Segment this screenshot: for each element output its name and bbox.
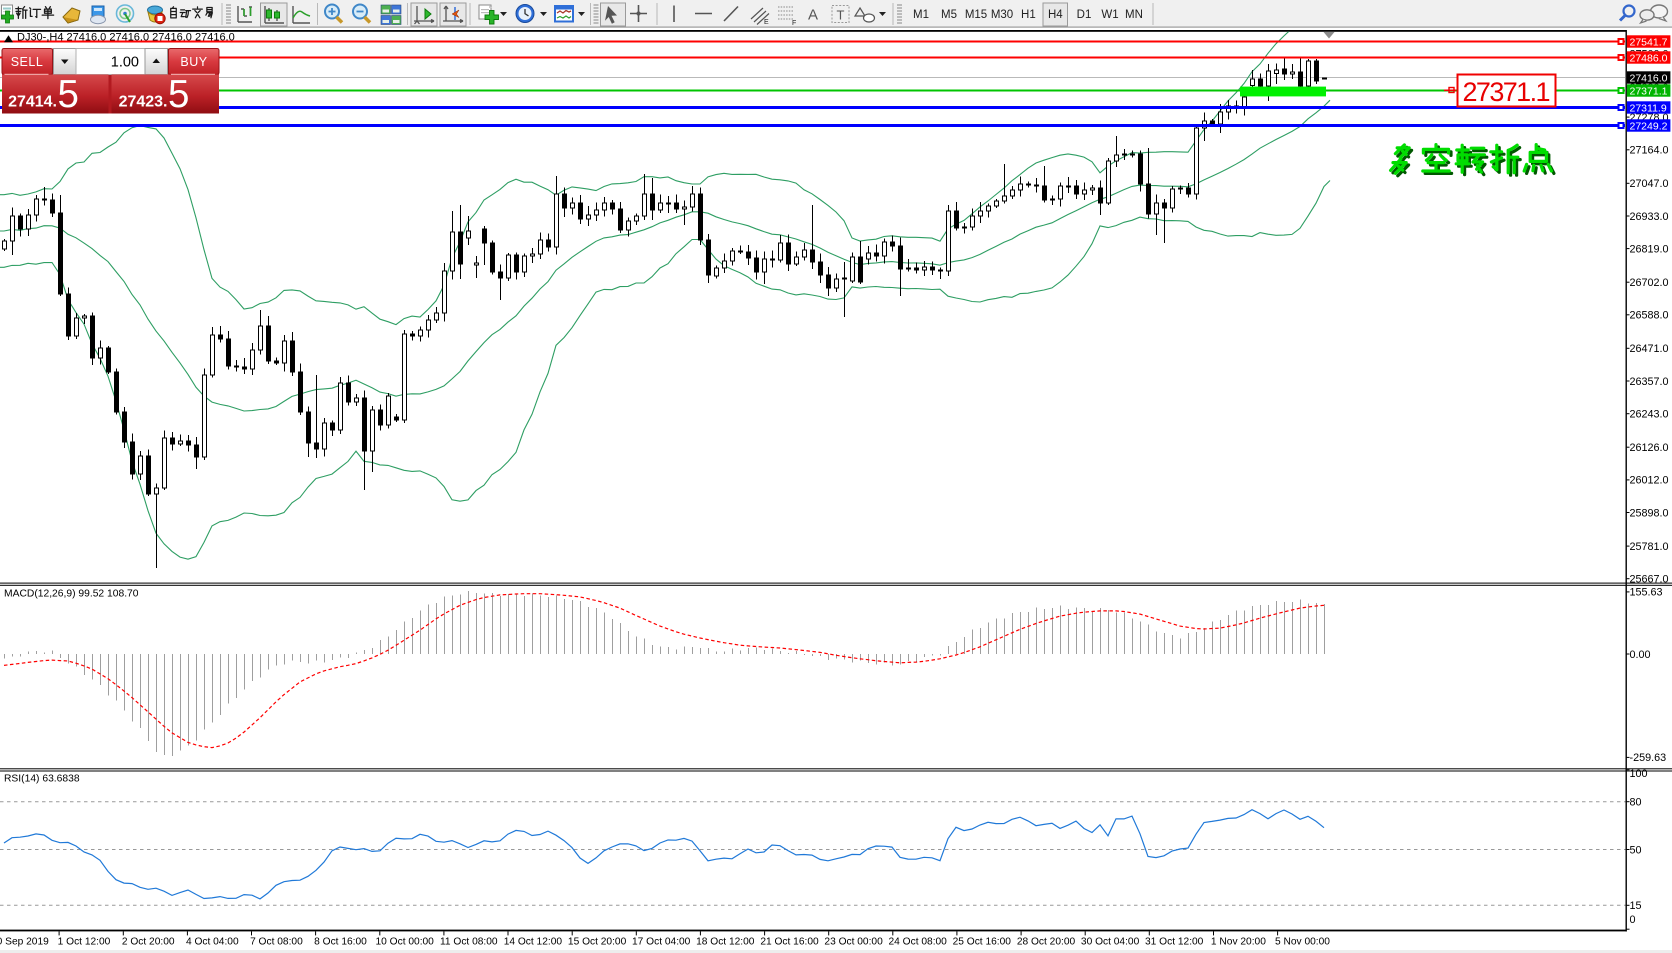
svg-text:W1: W1 [1101, 9, 1118, 21]
svg-text:M15: M15 [965, 9, 987, 21]
svg-text:26588.0: 26588.0 [1630, 310, 1669, 322]
svg-text:15: 15 [1630, 900, 1642, 912]
svg-text:5 Nov 00:00: 5 Nov 00:00 [1275, 937, 1330, 948]
svg-text:23 Oct 00:00: 23 Oct 00:00 [824, 937, 883, 948]
svg-text:H1: H1 [1021, 9, 1036, 21]
svg-text:26012.0: 26012.0 [1630, 475, 1669, 487]
svg-text:1 Oct 12:00: 1 Oct 12:00 [58, 937, 111, 948]
svg-text:4 Oct 04:00: 4 Oct 04:00 [186, 937, 239, 948]
svg-text:31 Oct 12:00: 31 Oct 12:00 [1145, 937, 1204, 948]
svg-text:25 Oct 16:00: 25 Oct 16:00 [953, 937, 1012, 948]
svg-text:155.63: 155.63 [1630, 587, 1663, 599]
svg-text:27311.9: 27311.9 [1630, 102, 1667, 114]
svg-text:30 Sep 2019: 30 Sep 2019 [0, 937, 49, 948]
svg-text:0: 0 [1630, 914, 1636, 926]
svg-text:30 Oct 04:00: 30 Oct 04:00 [1081, 937, 1140, 948]
svg-text:A: A [808, 7, 818, 24]
svg-text:10 Oct 00:00: 10 Oct 00:00 [376, 937, 435, 948]
svg-text:14 Oct 12:00: 14 Oct 12:00 [504, 937, 563, 948]
svg-text:26357.0: 26357.0 [1630, 376, 1669, 388]
svg-text:DJ30-,H4 27416.0 27416.0 2741: DJ30-,H4 27416.0 27416.0 27416.0 27416.0 [17, 32, 235, 44]
svg-text:27541.7: 27541.7 [1630, 36, 1668, 48]
svg-text:24 Oct 08:00: 24 Oct 08:00 [889, 937, 948, 948]
svg-text:0.00: 0.00 [1630, 649, 1651, 661]
svg-text:MN: MN [1125, 9, 1143, 21]
svg-text:17 Oct 04:00: 17 Oct 04:00 [632, 937, 691, 948]
svg-text:27371.1: 27371.1 [1630, 85, 1668, 97]
svg-text:T: T [837, 8, 845, 23]
svg-text:27414.: 27414. [8, 94, 57, 111]
svg-text:27416.0: 27416.0 [1630, 72, 1668, 84]
svg-text:25667.0: 25667.0 [1630, 574, 1669, 586]
svg-text:18 Oct 12:00: 18 Oct 12:00 [696, 937, 755, 948]
svg-text:26243.0: 26243.0 [1630, 409, 1669, 421]
svg-text:50: 50 [1630, 844, 1642, 856]
svg-text:27047.0: 27047.0 [1630, 178, 1669, 190]
svg-text:H4: H4 [1048, 9, 1063, 21]
svg-text:26471.0: 26471.0 [1630, 343, 1669, 355]
svg-text:25898.0: 25898.0 [1630, 507, 1669, 519]
svg-text:1.00: 1.00 [111, 55, 139, 71]
svg-text:27423.: 27423. [119, 94, 168, 111]
svg-text:100: 100 [1630, 768, 1648, 780]
svg-text:26819.0: 26819.0 [1630, 243, 1669, 255]
svg-text:26126.0: 26126.0 [1630, 442, 1669, 454]
svg-text:M5: M5 [941, 9, 957, 21]
svg-text:5: 5 [168, 73, 189, 116]
svg-text:MACD(12,26,9) 99.52 108.70: MACD(12,26,9) 99.52 108.70 [4, 589, 139, 600]
svg-text:7 Oct 08:00: 7 Oct 08:00 [250, 937, 303, 948]
svg-text:28 Oct 20:00: 28 Oct 20:00 [1017, 937, 1076, 948]
svg-text:M30: M30 [991, 9, 1013, 21]
svg-text:27249.2: 27249.2 [1630, 120, 1668, 132]
svg-text:27371.1: 27371.1 [1463, 77, 1551, 107]
svg-text:BUY: BUY [180, 55, 207, 69]
svg-text:2 Oct 20:00: 2 Oct 20:00 [122, 937, 175, 948]
svg-text:11 Oct 08:00: 11 Oct 08:00 [440, 937, 498, 948]
svg-text:5: 5 [58, 73, 79, 116]
svg-text:M1: M1 [913, 9, 929, 21]
svg-text:D1: D1 [1077, 9, 1092, 21]
svg-text:E: E [764, 19, 769, 26]
svg-text:25781.0: 25781.0 [1630, 541, 1669, 553]
svg-text:RSI(14) 63.6838: RSI(14) 63.6838 [4, 774, 80, 785]
svg-text:21 Oct 16:00: 21 Oct 16:00 [760, 937, 819, 948]
svg-text:F: F [792, 20, 796, 27]
svg-text:-259.63: -259.63 [1630, 752, 1667, 764]
svg-text:8 Oct 16:00: 8 Oct 16:00 [314, 937, 367, 948]
svg-text:27486.0: 27486.0 [1630, 52, 1668, 64]
svg-text:SELL: SELL [11, 55, 44, 69]
svg-text:1 Nov 20:00: 1 Nov 20:00 [1211, 937, 1266, 948]
svg-text:15 Oct 20:00: 15 Oct 20:00 [568, 937, 627, 948]
svg-text:26933.0: 26933.0 [1630, 211, 1669, 223]
svg-text:80: 80 [1630, 797, 1642, 809]
svg-text:26702.0: 26702.0 [1630, 277, 1669, 289]
svg-text:27164.0: 27164.0 [1630, 145, 1669, 157]
